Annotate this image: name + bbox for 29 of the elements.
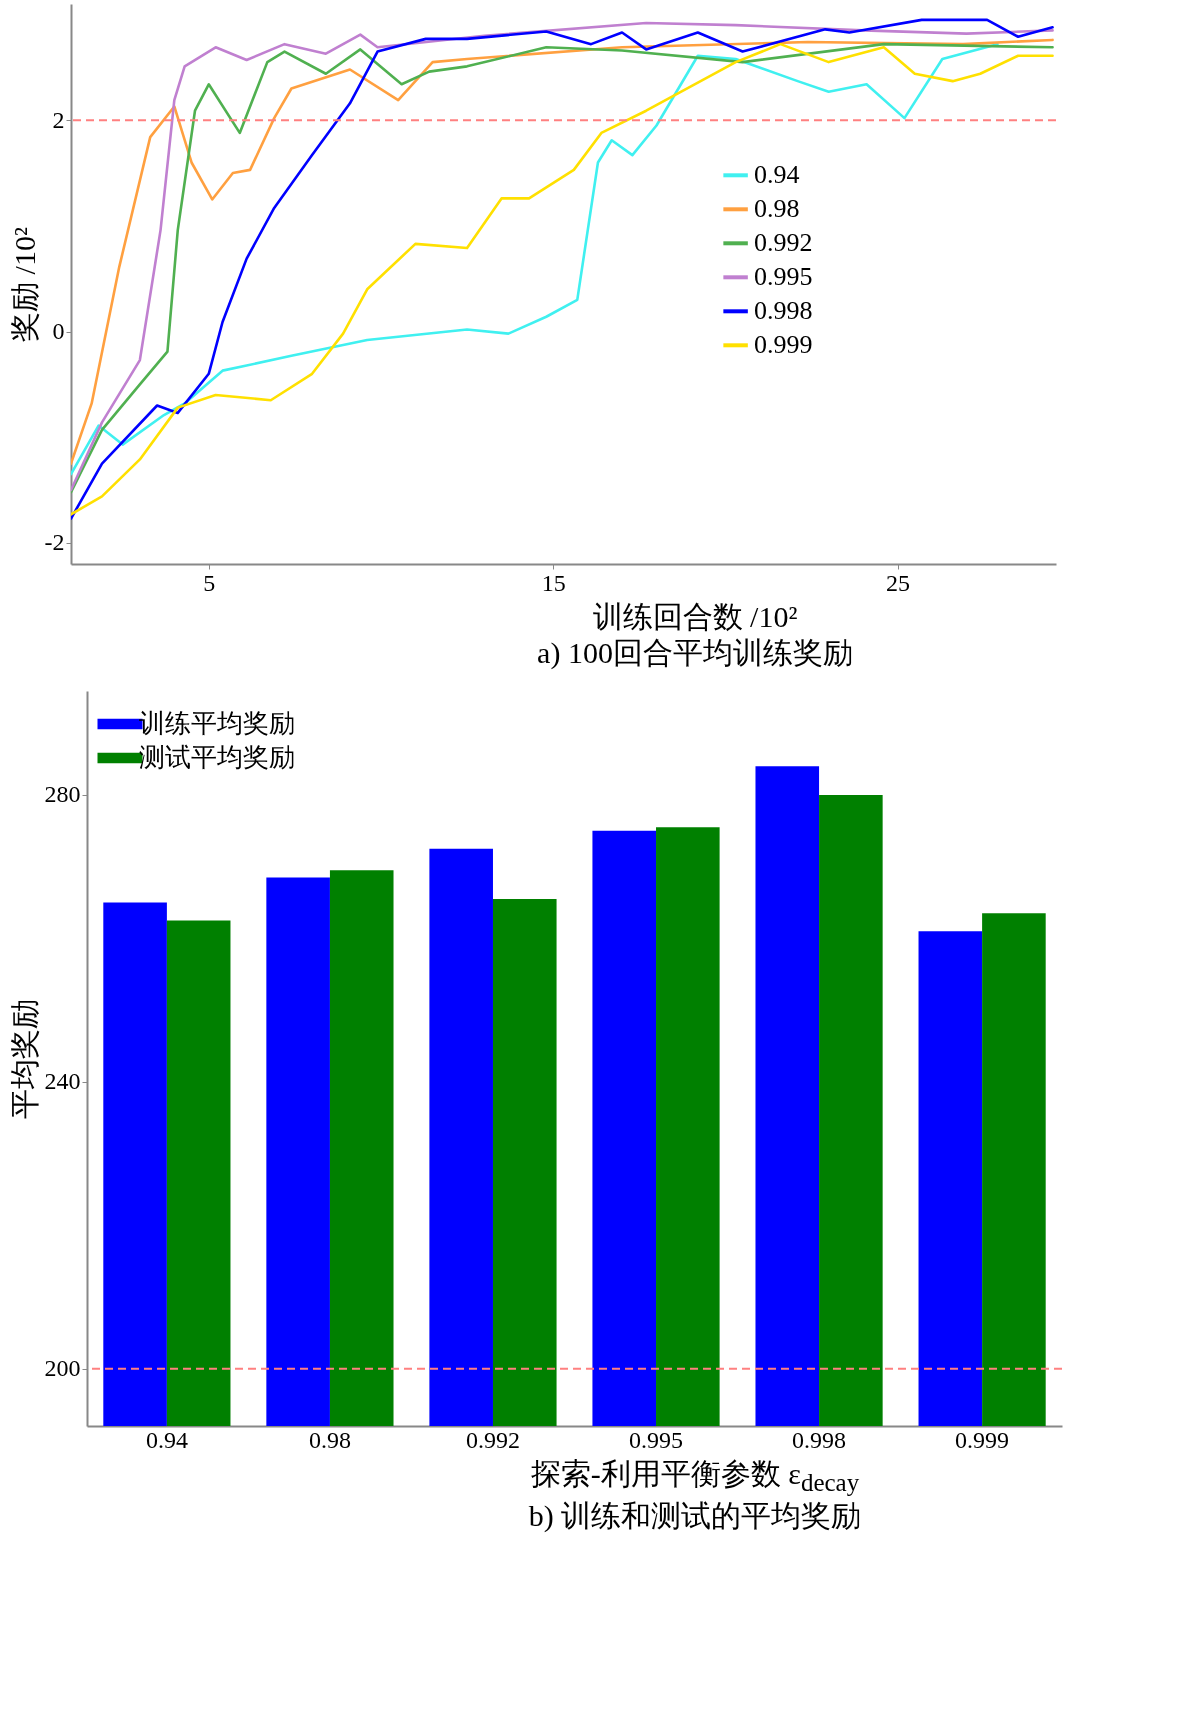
- y-tick-label: 240: [44, 1068, 81, 1095]
- legend-label: 0.992: [754, 228, 813, 258]
- y-tick-label: 2: [52, 106, 65, 133]
- x-axis-title: 训练回合数 /10²: [591, 599, 799, 635]
- x-tick-label: 0.94: [145, 1426, 188, 1453]
- legend-label: 训练平均奖励: [139, 709, 295, 738]
- legend-label: 0.98: [754, 194, 800, 224]
- x-tick-label: 0.98: [308, 1426, 351, 1453]
- y-tick-label: 280: [44, 781, 81, 808]
- x-tick-label: 25: [886, 569, 911, 596]
- legend-label: 测试平均奖励: [139, 743, 295, 772]
- y-axis-title: 奖励 /10²: [7, 227, 41, 342]
- legend-label: 0.995: [754, 262, 813, 292]
- x-tick-label: 0.992: [465, 1426, 520, 1453]
- x-tick-label: 0.995: [629, 1426, 684, 1453]
- x-axis-title: 探索-利用平衡参数 ε$_{decay}$: [529, 1456, 861, 1498]
- x-tick-label: 15: [541, 569, 566, 596]
- legend-label: 0.999: [754, 330, 813, 360]
- y-tick-label: 0: [52, 318, 65, 345]
- y-tick-label: -2: [44, 529, 65, 556]
- y-tick-label: 200: [44, 1355, 81, 1382]
- legend-label: 0.94: [754, 160, 800, 190]
- text: a) 100回合平均训练奖励: [536, 635, 854, 671]
- x-tick-label: 0.998: [792, 1426, 847, 1453]
- text: b) 训练和测试的平均奖励: [527, 1498, 863, 1534]
- x-tick-label: 5: [203, 569, 216, 596]
- legend-label: 0.998: [754, 296, 813, 326]
- y-axis-title: 平均奖励: [7, 999, 41, 1119]
- x-tick-label: 0.999: [955, 1426, 1010, 1453]
